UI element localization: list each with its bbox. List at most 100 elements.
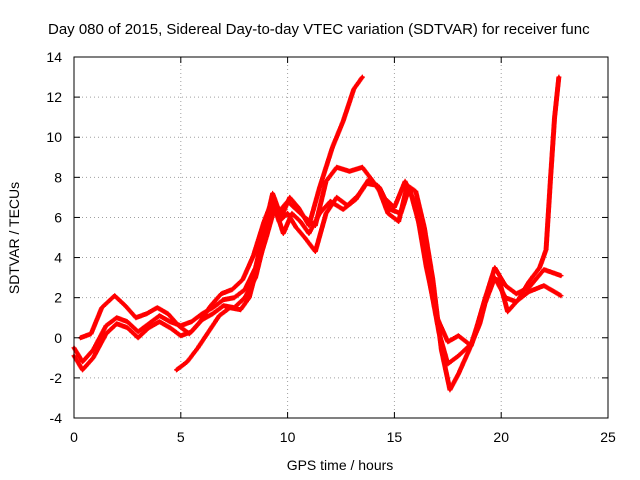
data-point: [157, 314, 161, 318]
data-point: [348, 169, 351, 173]
data-point: [354, 197, 358, 201]
data-point: [341, 207, 345, 211]
chart-title: Day 080 of 2015, Sidereal Day-to-day VTE…: [48, 21, 590, 38]
x-tick-label: 5: [177, 429, 185, 445]
data-point: [335, 165, 339, 169]
data-point: [388, 207, 392, 211]
data-point: [335, 195, 339, 199]
data-point: [228, 306, 232, 310]
data-point: [544, 248, 548, 251]
data-point: [375, 183, 379, 187]
data-point: [397, 220, 401, 223]
series-track-d: [174, 74, 562, 393]
data-point: [542, 268, 546, 272]
data-point: [516, 298, 520, 302]
x-tick-label: 15: [387, 429, 403, 445]
data-point: [493, 266, 497, 270]
data-point: [307, 232, 311, 235]
data-point: [222, 298, 225, 302]
data-point: [251, 254, 255, 258]
data-point: [104, 324, 108, 328]
series-markers: [71, 176, 564, 373]
data-point: [125, 326, 129, 330]
data-point: [209, 304, 213, 308]
data-point: [232, 296, 236, 300]
data-point: [123, 304, 127, 308]
data-point: [125, 320, 129, 324]
data-point: [557, 75, 561, 79]
data-point: [219, 292, 223, 296]
data-point: [467, 348, 471, 352]
x-tick-label: 20: [493, 429, 509, 445]
grid-lines: [74, 57, 608, 418]
data-point: [324, 179, 328, 183]
data-point: [559, 294, 563, 298]
data-points: [71, 74, 564, 393]
data-point: [290, 211, 294, 215]
data-point: [489, 280, 492, 284]
data-point: [514, 292, 518, 296]
x-tick-label: 0: [70, 429, 78, 445]
data-point: [187, 332, 191, 336]
data-point: [256, 264, 260, 268]
data-point: [115, 316, 119, 320]
data-point: [527, 280, 531, 284]
data-point: [241, 278, 245, 282]
data-point: [286, 211, 290, 215]
series-markers: [174, 74, 562, 393]
data-point: [313, 250, 317, 253]
data-point: [386, 211, 390, 215]
data-point: [294, 226, 298, 229]
data-point: [548, 179, 552, 183]
y-tick-label: 2: [54, 290, 62, 306]
x-tick-label: 25: [600, 429, 616, 445]
data-point: [243, 288, 247, 292]
y-tick-label: 6: [54, 209, 62, 225]
data-point: [341, 119, 345, 123]
data-point: [147, 326, 151, 330]
data-point: [296, 205, 300, 209]
data-point: [446, 340, 450, 344]
data-point: [422, 226, 426, 229]
data-point: [155, 306, 159, 310]
data-point: [264, 236, 268, 239]
x-tick-label: 10: [280, 429, 296, 445]
data-point: [190, 320, 193, 324]
data-point: [360, 75, 364, 79]
data-point: [271, 197, 275, 201]
data-point: [262, 220, 266, 223]
data-point: [307, 224, 311, 227]
y-tick-label: 12: [46, 89, 62, 105]
y-tick-label: 4: [54, 250, 62, 266]
data-point: [168, 326, 172, 330]
data-point: [100, 306, 104, 310]
data-point: [298, 220, 302, 223]
data-point: [239, 308, 243, 312]
data-point: [271, 191, 275, 195]
data-point: [147, 322, 151, 326]
data-point: [478, 322, 482, 326]
series-track-c: [77, 74, 365, 341]
data-point: [506, 310, 510, 314]
data-point: [281, 232, 285, 235]
x-axis-label: GPS time / hours: [287, 457, 394, 473]
data-point: [113, 294, 117, 298]
data-point: [367, 177, 371, 181]
data-point: [207, 330, 211, 334]
data-point: [196, 346, 200, 350]
data-point: [81, 360, 84, 364]
data-point: [222, 304, 225, 308]
data-point: [273, 205, 277, 209]
data-point: [230, 288, 234, 292]
data-point: [418, 226, 422, 229]
data-point: [288, 195, 292, 199]
data-point: [448, 388, 452, 392]
data-point: [324, 211, 328, 215]
data-point: [538, 266, 542, 270]
data-point: [136, 336, 140, 340]
data-point: [175, 368, 178, 372]
data-point: [318, 211, 322, 215]
data-point: [328, 199, 332, 203]
y-tick-label: -4: [50, 410, 63, 426]
data-point: [247, 296, 251, 300]
